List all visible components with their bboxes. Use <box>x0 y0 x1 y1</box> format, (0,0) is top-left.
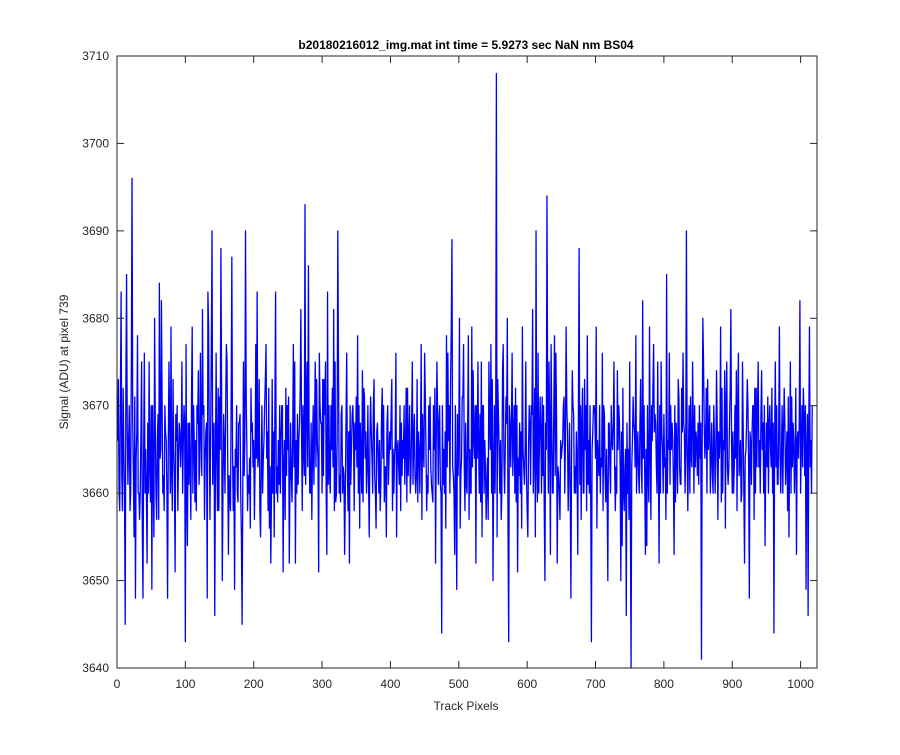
x-tick-label: 700 <box>586 677 606 691</box>
x-tick-label: 200 <box>244 677 264 691</box>
series-line-0 <box>117 72 813 669</box>
x-tick-label: 400 <box>380 677 400 691</box>
x-axis-label: Track Pixels <box>434 699 499 713</box>
y-tick-label: 3710 <box>82 49 109 63</box>
chart-title: b20180216012_img.mat int time = 5.9273 s… <box>298 38 634 52</box>
x-tick-label: 300 <box>312 677 332 691</box>
y-axis: 3640 3650 3660 3670 3680 3690 3700 3710 <box>82 49 817 675</box>
x-tick-label: 0 <box>114 677 121 691</box>
series-layer <box>117 72 813 669</box>
y-tick-label: 3660 <box>82 486 109 500</box>
x-axis: 0 100 200 300 400 500 600 700 800 900 1000 <box>114 56 814 691</box>
y-tick-label: 3690 <box>82 224 109 238</box>
y-tick-label: 3700 <box>82 136 109 150</box>
x-tick-label: 800 <box>654 677 674 691</box>
y-tick-label: 3640 <box>82 661 109 675</box>
x-tick-label: 600 <box>517 677 537 691</box>
x-tick-label: 900 <box>722 677 742 691</box>
y-tick-label: 3680 <box>82 311 109 325</box>
axes-box <box>116 55 818 669</box>
y-tick-label: 3650 <box>82 574 109 588</box>
x-tick-label: 100 <box>175 677 195 691</box>
plot-area <box>117 56 817 668</box>
x-tick-label: 500 <box>449 677 469 691</box>
y-axis-label: Signal (ADU) at pixel 739 <box>57 294 71 429</box>
x-tick-label: 1000 <box>787 677 814 691</box>
y-tick-label: 3670 <box>82 399 109 413</box>
